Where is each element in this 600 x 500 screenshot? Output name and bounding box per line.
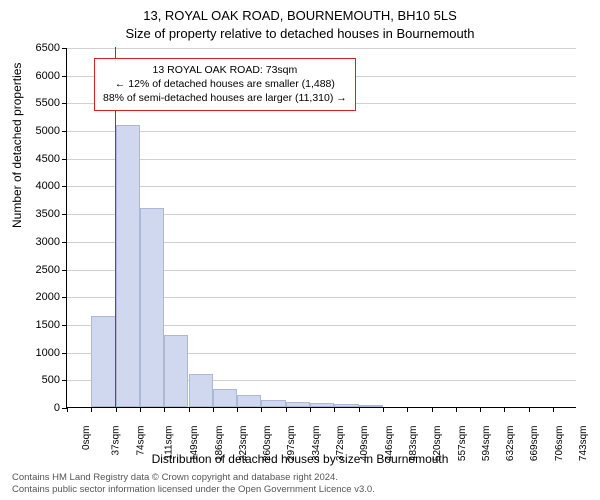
xtick-label: 483sqm	[408, 426, 419, 462]
annotation-line-3: 88% of semi-detached houses are larger (…	[103, 91, 347, 105]
xtick-label: 223sqm	[238, 426, 249, 462]
ytick-label: 6500	[36, 42, 60, 54]
footer-line-1: Contains HM Land Registry data © Crown c…	[12, 472, 375, 484]
xtick-mark	[116, 407, 117, 412]
xtick-mark	[67, 407, 68, 412]
footer-attribution: Contains HM Land Registry data © Crown c…	[12, 472, 375, 496]
xtick-label: 260sqm	[262, 426, 273, 462]
histogram-bar	[261, 400, 285, 407]
footer-line-2: Contains public sector information licen…	[12, 484, 375, 496]
xtick-mark	[334, 407, 335, 412]
xtick-label: 0sqm	[81, 426, 92, 450]
histogram-bar	[286, 402, 310, 407]
histogram-bar	[116, 125, 140, 407]
xtick-mark	[456, 407, 457, 412]
annotation-box: 13 ROYAL OAK ROAD: 73sqm ← 12% of detach…	[94, 58, 356, 111]
ytick-label: 2500	[36, 264, 60, 276]
xtick-label: 409sqm	[359, 426, 370, 462]
ytick-mark	[62, 103, 67, 104]
xtick-label: 372sqm	[335, 426, 346, 462]
y-axis-label: Number of detached properties	[10, 63, 24, 228]
ytick-mark	[62, 186, 67, 187]
histogram-bar	[334, 404, 358, 407]
xtick-mark	[213, 407, 214, 412]
ytick-mark	[62, 48, 67, 49]
ytick-label: 5500	[36, 97, 60, 109]
xtick-label: 334sqm	[311, 426, 322, 462]
ytick-label: 6000	[36, 70, 60, 82]
xtick-label: 743sqm	[578, 426, 589, 462]
ytick-label: 0	[54, 402, 60, 414]
xtick-label: 446sqm	[384, 426, 395, 462]
histogram-bar	[140, 208, 164, 407]
xtick-label: 74sqm	[135, 426, 146, 456]
ytick-label: 3500	[36, 208, 60, 220]
xtick-mark	[189, 407, 190, 412]
gridline	[67, 159, 576, 160]
xtick-mark	[91, 407, 92, 412]
histogram-bar	[359, 405, 383, 407]
ytick-label: 1000	[36, 347, 60, 359]
histogram-bar	[164, 335, 188, 407]
annotation-line-1: 13 ROYAL OAK ROAD: 73sqm	[103, 63, 347, 77]
xtick-mark	[504, 407, 505, 412]
xtick-label: 594sqm	[481, 426, 492, 462]
ytick-mark	[62, 380, 67, 381]
histogram-bar	[91, 316, 115, 407]
ytick-mark	[62, 270, 67, 271]
xtick-mark	[140, 407, 141, 412]
xtick-label: 557sqm	[457, 426, 468, 462]
xtick-label: 186sqm	[214, 426, 225, 462]
annotation-line-2: ← 12% of detached houses are smaller (1,…	[103, 77, 347, 91]
ytick-label: 2000	[36, 291, 60, 303]
xtick-mark	[529, 407, 530, 412]
gridline	[67, 186, 576, 187]
xtick-label: 149sqm	[189, 426, 200, 462]
xtick-mark	[286, 407, 287, 412]
ytick-label: 3000	[36, 236, 60, 248]
xtick-mark	[553, 407, 554, 412]
ytick-mark	[62, 214, 67, 215]
xtick-label: 706sqm	[554, 426, 565, 462]
gridline	[67, 131, 576, 132]
xtick-mark	[480, 407, 481, 412]
xtick-mark	[383, 407, 384, 412]
ytick-label: 4500	[36, 153, 60, 165]
ytick-mark	[62, 76, 67, 77]
xtick-mark	[432, 407, 433, 412]
xtick-mark	[407, 407, 408, 412]
ytick-mark	[62, 325, 67, 326]
ytick-mark	[62, 131, 67, 132]
xtick-label: 632sqm	[505, 426, 516, 462]
ytick-mark	[62, 159, 67, 160]
ytick-label: 500	[42, 374, 60, 386]
histogram-bar	[237, 395, 261, 407]
xtick-mark	[237, 407, 238, 412]
xtick-label: 669sqm	[529, 426, 540, 462]
xtick-mark	[164, 407, 165, 412]
xtick-label: 297sqm	[286, 426, 297, 462]
chart-title-description: Size of property relative to detached ho…	[0, 26, 600, 41]
ytick-label: 1500	[36, 319, 60, 331]
xtick-mark	[261, 407, 262, 412]
xtick-label: 111sqm	[163, 426, 174, 460]
ytick-label: 5000	[36, 125, 60, 137]
xtick-mark	[359, 407, 360, 412]
xtick-label: 37sqm	[111, 426, 122, 456]
ytick-label: 4000	[36, 180, 60, 192]
ytick-mark	[62, 297, 67, 298]
ytick-mark	[62, 353, 67, 354]
histogram-bar	[189, 374, 213, 407]
histogram-bar	[213, 389, 237, 407]
xtick-label: 520sqm	[432, 426, 443, 462]
gridline	[67, 48, 576, 49]
ytick-mark	[62, 242, 67, 243]
chart-title-address: 13, ROYAL OAK ROAD, BOURNEMOUTH, BH10 5L…	[0, 8, 600, 23]
histogram-bar	[310, 403, 334, 407]
xtick-mark	[310, 407, 311, 412]
